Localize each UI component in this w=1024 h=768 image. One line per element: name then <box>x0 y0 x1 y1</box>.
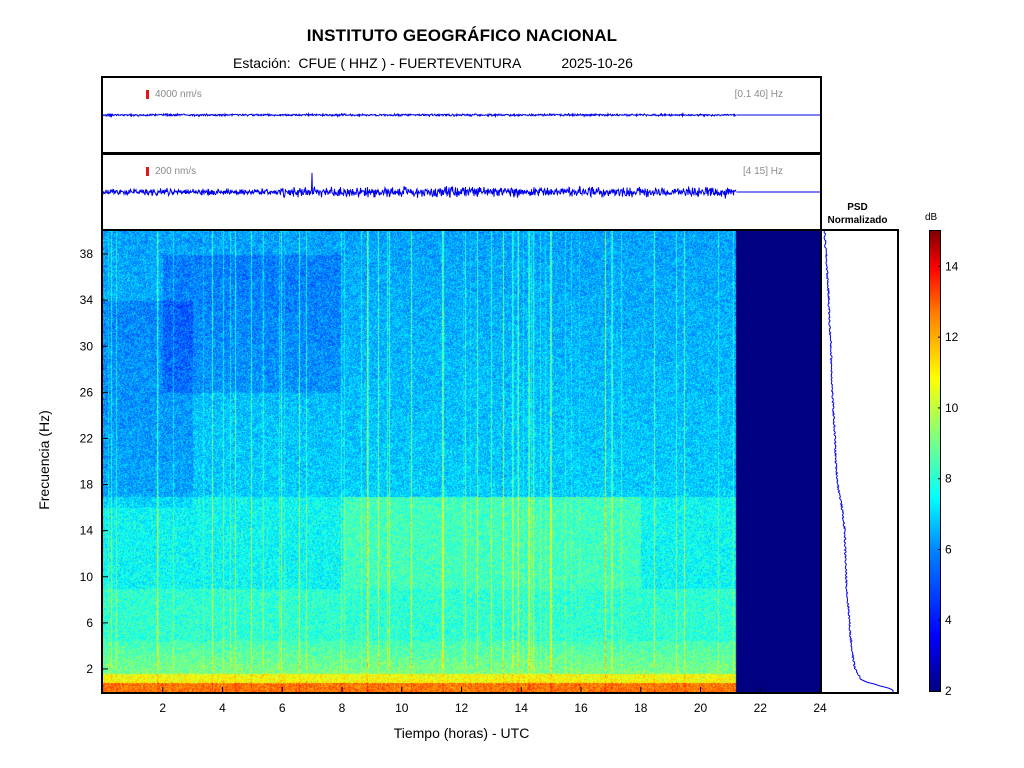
y-tick-label: 18 <box>80 478 94 492</box>
station-subtitle: Estación: CFUE ( HHZ ) - FUERTEVENTURA 20… <box>233 55 633 71</box>
x-tick-label: 4 <box>219 701 226 715</box>
y-axis-label: Frecuencia (Hz) <box>36 410 52 510</box>
y-tick-label: 30 <box>80 339 94 353</box>
page-title: INSTITUTO GEOGRÁFICO NACIONAL <box>306 26 618 45</box>
x-tick-label: 24 <box>813 701 827 715</box>
y-tick-label: 22 <box>80 431 94 445</box>
station-name: CFUE ( HHZ ) - FUERTEVENTURA <box>298 55 522 71</box>
amplitude-scale-bar <box>146 90 149 99</box>
y-tick-label: 26 <box>80 385 94 399</box>
psd-title-line1: PSD <box>847 202 868 213</box>
x-tick-label: 16 <box>574 701 588 715</box>
x-tick-label: 2 <box>159 701 166 715</box>
seismogram-filtered-waveform <box>103 172 820 199</box>
y-tick-label: 6 <box>86 616 93 630</box>
y-tick-label: 38 <box>80 247 94 261</box>
colorbar-tick-label: 12 <box>945 330 959 344</box>
seismogram-broadband: 4000 nm/s [0.1 40] Hz <box>101 76 822 154</box>
psd-curve <box>823 231 894 692</box>
spectrogram-image <box>103 231 820 692</box>
x-tick-label: 8 <box>339 701 346 715</box>
waveform-line <box>103 111 737 119</box>
filter-band-label: [4 15] Hz <box>742 166 783 177</box>
y-tick-label: 34 <box>80 293 94 307</box>
y-tick-label: 10 <box>80 570 94 584</box>
colorbar <box>929 230 941 692</box>
x-tick-label: 20 <box>694 701 708 715</box>
colorbar-tick-label: 14 <box>945 259 959 273</box>
amplitude-scale-bar <box>146 167 149 176</box>
filter-band-label: [0.1 40] Hz <box>734 89 783 100</box>
colorbar-tick-label: 4 <box>945 613 952 627</box>
record-date: 2025-10-26 <box>561 55 633 71</box>
x-tick-label: 12 <box>455 701 469 715</box>
colorbar-unit: dB <box>925 212 938 223</box>
x-tick-label: 6 <box>279 701 286 715</box>
psd-line <box>823 231 894 692</box>
x-tick-label: 14 <box>515 701 529 715</box>
psd-title: PSD Normalizado <box>820 201 895 227</box>
colorbar-tick-label: 6 <box>945 542 952 556</box>
x-tick-label: 18 <box>634 701 648 715</box>
seismogram-filtered: 200 nm/s [4 15] Hz <box>101 153 822 231</box>
psd-title-line2: Normalizado <box>827 215 888 226</box>
colorbar-tick-label: 10 <box>945 401 959 415</box>
y-tick-label: 2 <box>86 662 93 676</box>
amplitude-scale-label: 4000 nm/s <box>155 89 202 100</box>
x-tick-label: 22 <box>754 701 768 715</box>
y-tick-label: 14 <box>80 524 94 538</box>
station-prefix: Estación: <box>233 55 291 71</box>
seismogram-broadband-waveform <box>103 111 820 119</box>
spectrogram-plot <box>101 229 822 694</box>
amplitude-scale-label: 200 nm/s <box>155 166 197 177</box>
x-tick-label: 10 <box>395 701 409 715</box>
colorbar-tick-label: 2 <box>945 684 952 698</box>
waveform-line <box>103 172 737 199</box>
psd-panel <box>820 229 899 694</box>
colorbar-tick-label: 8 <box>945 472 952 486</box>
x-axis-label: Tiempo (horas) - UTC <box>393 725 530 741</box>
